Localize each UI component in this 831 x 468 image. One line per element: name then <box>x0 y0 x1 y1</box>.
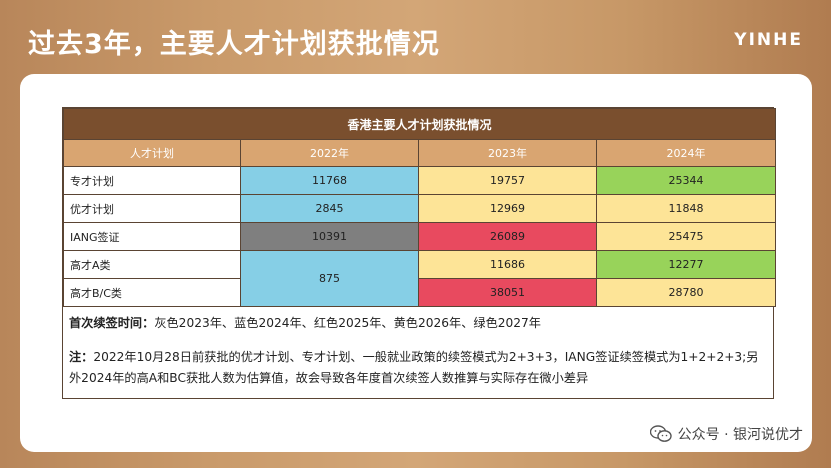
footnote-text: 2022年10月28日前获批的优才计划、专才计划、一般就业政策的续签模式为2+3… <box>69 350 759 385</box>
renewal-note: 首次续签时间：灰色2023年、蓝色2024年、红色2025年、黄色2026年、绿… <box>69 313 767 334</box>
footnote-label: 注： <box>69 350 94 364</box>
cell-2023: 11686 <box>418 250 597 279</box>
header-2024: 2024年 <box>595 139 777 167</box>
table-row: 高才B/C类 38051 28780 <box>63 278 777 307</box>
table-container: 香港主要人才计划获批情况 人才计划 2022年 2023年 2024年 专才计划… <box>62 107 777 399</box>
row-name: 高才B/C类 <box>63 278 241 307</box>
brand-logo: YINHE <box>734 30 803 50</box>
cell-2024: 25344 <box>595 166 777 195</box>
row-name: 高才A类 <box>63 250 241 279</box>
talent-scheme-table: 香港主要人才计划获批情况 人才计划 2022年 2023年 2024年 专才计划… <box>62 108 777 307</box>
notes-section: 首次续签时间：灰色2023年、蓝色2024年、红色2025年、黄色2026年、绿… <box>63 307 773 398</box>
slide-title: 过去3年，主要人才计划获批情况 <box>28 29 440 60</box>
footnote: 注：2022年10月28日前获批的优才计划、专才计划、一般就业政策的续签模式为2… <box>69 347 767 389</box>
cell-2023: 19757 <box>418 166 597 195</box>
cell-2022: 10391 <box>240 222 419 251</box>
wechat-icon <box>649 425 672 443</box>
table-caption: 香港主要人才计划获批情况 <box>62 108 777 140</box>
header-2022: 2022年 <box>240 139 419 167</box>
cell-2024: 28780 <box>595 278 777 307</box>
table-row: 高才A类 875 11686 12277 <box>63 250 777 307</box>
table-row: 专才计划 11768 19757 25344 <box>63 166 777 195</box>
table-row: IANG签证 10391 26089 25475 <box>63 222 777 251</box>
cell-2023: 26089 <box>418 222 597 251</box>
row-name: 专才计划 <box>63 166 241 195</box>
cell-2022: 2845 <box>240 194 419 223</box>
header-2023: 2023年 <box>418 139 597 167</box>
renewal-text: 灰色2023年、蓝色2024年、红色2025年、黄色2026年、绿色2027年 <box>154 316 541 330</box>
cell-2024: 25475 <box>595 222 777 251</box>
content-card: 香港主要人才计划获批情况 人才计划 2022年 2023年 2024年 专才计划… <box>20 74 812 452</box>
renewal-label: 首次续签时间： <box>69 316 155 330</box>
cell-2023: 12969 <box>418 194 597 223</box>
cell-2024: 11848 <box>595 194 777 223</box>
row-name: 优才计划 <box>63 194 241 223</box>
row-name: IANG签证 <box>63 222 241 251</box>
header-scheme: 人才计划 <box>63 139 241 167</box>
cell-2022-merged: 875 <box>240 250 419 307</box>
cell-2023: 38051 <box>418 278 597 307</box>
table-row: 优才计划 2845 12969 11848 <box>63 194 777 223</box>
cell-2024: 12277 <box>595 250 777 279</box>
footer-text: 公众号 · 银河说优才 <box>677 427 803 443</box>
cell-2022: 11768 <box>240 166 419 195</box>
footer-attribution: 公众号 · 银河说优才 <box>649 424 803 444</box>
